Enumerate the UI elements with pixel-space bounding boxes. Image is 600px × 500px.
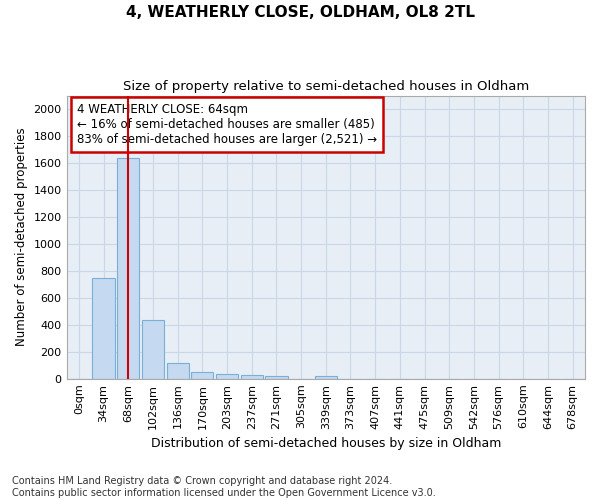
Title: Size of property relative to semi-detached houses in Oldham: Size of property relative to semi-detach… bbox=[122, 80, 529, 93]
Bar bbox=[167, 364, 189, 379]
Bar bbox=[265, 376, 287, 379]
Bar bbox=[314, 376, 337, 379]
Text: Contains HM Land Registry data © Crown copyright and database right 2024.
Contai: Contains HM Land Registry data © Crown c… bbox=[12, 476, 436, 498]
Bar bbox=[191, 372, 214, 379]
Y-axis label: Number of semi-detached properties: Number of semi-detached properties bbox=[15, 128, 28, 346]
Bar bbox=[92, 278, 115, 379]
Bar bbox=[216, 374, 238, 379]
Text: 4, WEATHERLY CLOSE, OLDHAM, OL8 2TL: 4, WEATHERLY CLOSE, OLDHAM, OL8 2TL bbox=[125, 5, 475, 20]
Bar bbox=[142, 320, 164, 379]
X-axis label: Distribution of semi-detached houses by size in Oldham: Distribution of semi-detached houses by … bbox=[151, 437, 501, 450]
Bar bbox=[117, 158, 139, 379]
Bar bbox=[241, 376, 263, 379]
Text: 4 WEATHERLY CLOSE: 64sqm
← 16% of semi-detached houses are smaller (485)
83% of : 4 WEATHERLY CLOSE: 64sqm ← 16% of semi-d… bbox=[77, 102, 377, 146]
